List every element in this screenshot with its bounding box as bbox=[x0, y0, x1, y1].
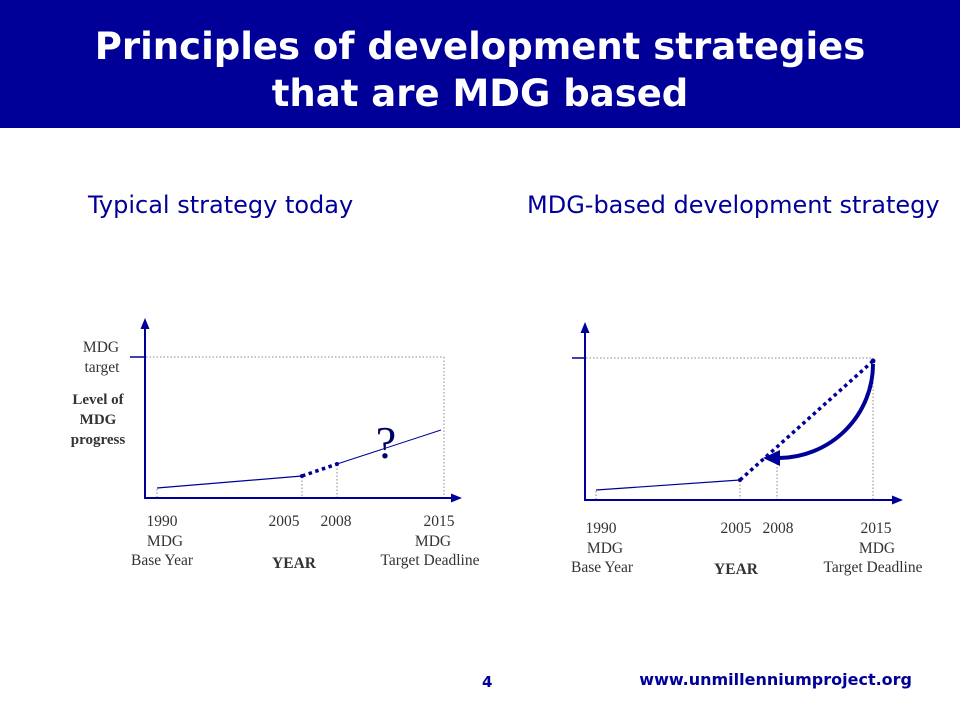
point-2005 bbox=[738, 478, 742, 482]
tick-label-2005: 2005 bbox=[269, 513, 300, 530]
title-banner: Principles of development strategies tha… bbox=[0, 0, 960, 128]
unknown-outcome-marker: ? bbox=[376, 417, 396, 468]
point-2015-target bbox=[870, 358, 876, 364]
mdg-based-strategy-heading: MDG-based development strategy bbox=[527, 191, 940, 219]
mdg-based-strategy-diagram: 1990 MDG Base Year 2005 2008 2015 MDG Ta… bbox=[571, 322, 923, 578]
recent-progress-dotted-line bbox=[301, 462, 338, 478]
y-axis-arrowhead bbox=[140, 318, 150, 329]
deadline-caption-line-2: Target Deadline bbox=[824, 559, 923, 576]
x-axis-arrowhead bbox=[451, 493, 462, 503]
tick-label-2008: 2008 bbox=[321, 513, 352, 530]
backward-planning-curved-arrow bbox=[778, 363, 875, 460]
base-year-caption-line-2: Base Year bbox=[571, 559, 634, 576]
tick-label-2005: 2005 bbox=[721, 520, 752, 537]
tick-label-2015: 2015 bbox=[424, 513, 455, 530]
base-year-caption-line-1: MDG bbox=[587, 540, 623, 557]
footer-url: www.unmillenniumproject.org bbox=[639, 670, 912, 689]
past-progress-line bbox=[595, 479, 741, 491]
projected-progress-line bbox=[336, 429, 442, 465]
y-axis-label-line-2: MDG bbox=[80, 412, 117, 428]
typical-strategy-diagram: ? MDG target Level of MDG progress 1990 … bbox=[71, 318, 480, 572]
slide-title: Principles of development strategies tha… bbox=[0, 23, 960, 117]
target-label-line-2: target bbox=[84, 359, 120, 376]
base-year-caption-line-2: Base Year bbox=[131, 552, 194, 569]
deadline-caption-line-2: Target Deadline bbox=[381, 552, 480, 569]
y-axis-label-line-1: Level of bbox=[72, 392, 124, 408]
point-2005 bbox=[300, 474, 304, 478]
base-year-caption-line-1: MDG bbox=[147, 533, 183, 550]
tick-label-2008: 2008 bbox=[763, 520, 794, 537]
typical-strategy-heading: Typical strategy today bbox=[88, 191, 354, 219]
backward-planning-arrowhead bbox=[763, 450, 780, 466]
y-axis-label-line-3: progress bbox=[71, 432, 126, 448]
x-axis-label: YEAR bbox=[272, 555, 317, 572]
tick-label-1990: 1990 bbox=[586, 520, 617, 537]
y-axis-arrowhead bbox=[580, 322, 590, 333]
deadline-caption-line-1: MDG bbox=[415, 533, 451, 550]
slide-title-line-1: Principles of development strategies bbox=[94, 25, 866, 68]
target-label-line-1: MDG bbox=[83, 339, 119, 356]
x-axis-label: YEAR bbox=[714, 561, 759, 578]
point-2008 bbox=[335, 462, 339, 466]
required-progress-dotted-line bbox=[738, 359, 875, 482]
x-axis-arrowhead bbox=[892, 495, 903, 505]
slide-title-line-2: that are MDG based bbox=[271, 72, 689, 115]
page-number: 4 bbox=[482, 673, 493, 691]
deadline-caption-line-1: MDG bbox=[859, 540, 895, 557]
tick-label-2015: 2015 bbox=[861, 520, 892, 537]
tick-label-1990: 1990 bbox=[147, 513, 178, 530]
past-progress-line bbox=[156, 475, 303, 489]
